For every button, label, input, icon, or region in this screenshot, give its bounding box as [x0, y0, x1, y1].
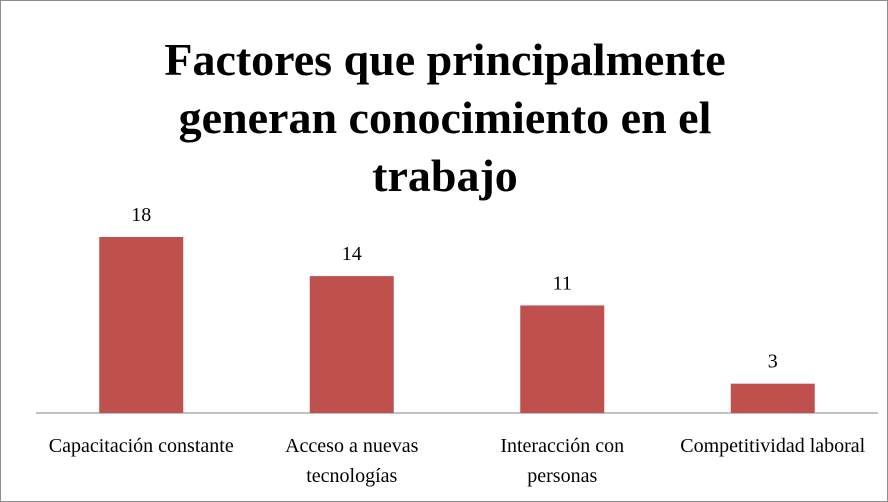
bar: [520, 305, 605, 413]
x-tick-label: Competitividad laboral: [680, 435, 866, 457]
chart-title: Factores que principalmente generan cono…: [164, 34, 726, 201]
x-tick-label: Capacitación constante: [48, 435, 234, 457]
bar: [99, 237, 184, 413]
value-label: 3: [768, 351, 778, 373]
value-label: 18: [131, 204, 151, 226]
value-label: 11: [553, 272, 572, 294]
x-tick-label: Acceso a nuevas tecnologías: [285, 435, 419, 487]
bar: [730, 383, 815, 413]
bar: [309, 276, 394, 413]
value-label: 14: [342, 243, 362, 265]
x-tick-label: Interacción con personas: [500, 435, 625, 487]
